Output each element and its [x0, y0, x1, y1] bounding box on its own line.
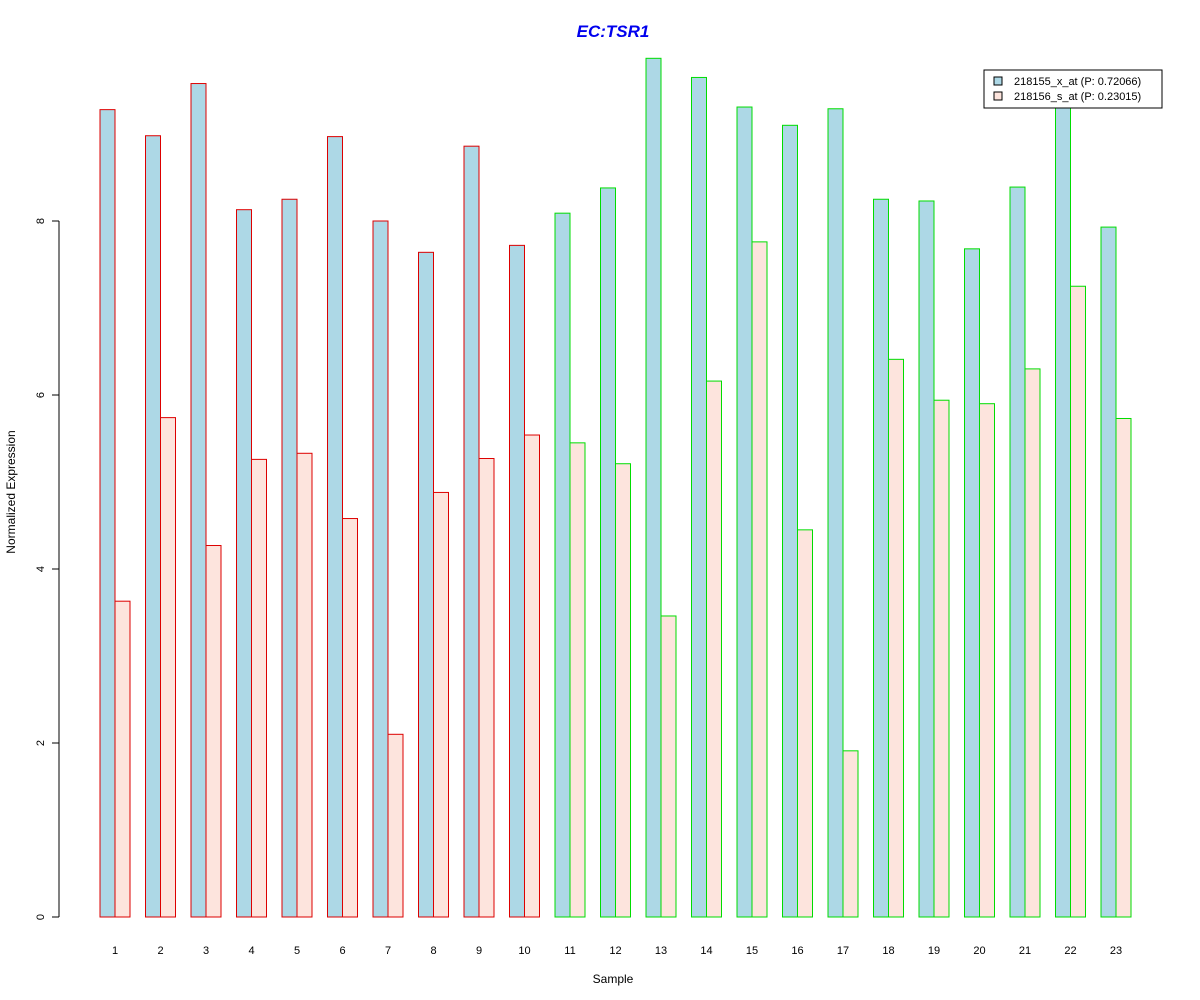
y-tick-label-8: 8: [35, 218, 47, 224]
bars-layer: [99, 57, 1132, 918]
x-tick-label-7: 7: [385, 945, 391, 957]
bar-sample-17-series-2: [842, 750, 859, 918]
bar-sample-18-series-2: [888, 358, 904, 918]
bar-sample-4-series-2: [251, 458, 267, 918]
legend-label-1: 218155_x_at (P: 0.72066): [1014, 76, 1141, 88]
chart-title: EC:TSR1: [577, 22, 650, 41]
bar-sample-15-series-2: [751, 241, 768, 918]
x-tick-label-20: 20: [973, 945, 985, 957]
x-axis-title: Sample: [593, 972, 634, 986]
legend-swatch-1: [993, 76, 1003, 86]
bar-sample-19-series-2: [933, 399, 950, 918]
bar-sample-20-series-2: [979, 403, 995, 918]
x-tick-label-23: 23: [1110, 945, 1122, 957]
bar-sample-7-series-2: [387, 733, 404, 918]
x-tick-label-18: 18: [882, 945, 894, 957]
bar-sample-11-series-1: [554, 212, 571, 918]
bar-sample-13-series-2: [660, 615, 677, 918]
bar-sample-1-series-1: [99, 109, 116, 918]
y-axis-title: Normalized Expression: [4, 430, 18, 553]
y-tick-label-4: 4: [35, 566, 47, 572]
x-tick-label-13: 13: [655, 945, 667, 957]
bar-sample-2-series-2: [160, 417, 176, 918]
bar-sample-17-series-1: [827, 108, 844, 918]
bar-sample-13-series-1: [645, 57, 662, 918]
bar-sample-10-series-2: [524, 434, 540, 918]
x-tick-label-15: 15: [746, 945, 758, 957]
x-tick-label-11: 11: [564, 945, 575, 957]
bar-sample-8-series-2: [433, 491, 449, 918]
bar-sample-21-series-2: [1024, 368, 1041, 918]
bar-sample-10-series-1: [509, 244, 525, 918]
x-tick-label-12: 12: [609, 945, 621, 957]
bar-sample-2-series-1: [145, 135, 161, 918]
bar-sample-5-series-1: [281, 198, 298, 918]
x-tick-label-1: 1: [112, 945, 118, 957]
y-tick-label-0: 0: [35, 914, 47, 920]
x-tick-label-3: 3: [203, 945, 209, 957]
bar-sample-4-series-1: [236, 209, 252, 918]
bar-sample-15-series-1: [736, 106, 753, 918]
bar-sample-9-series-2: [478, 458, 495, 918]
bar-sample-5-series-2: [296, 452, 313, 918]
bar-sample-23-series-1: [1100, 226, 1117, 918]
bar-sample-6-series-1: [327, 136, 343, 918]
x-tick-label-10: 10: [518, 945, 530, 957]
bar-sample-16-series-2: [797, 529, 813, 918]
bar-sample-22-series-2: [1070, 285, 1086, 918]
bar-sample-9-series-1: [463, 145, 480, 918]
bar-sample-14-series-1: [691, 76, 707, 918]
bar-sample-1-series-2: [114, 600, 131, 918]
legend-box: [983, 69, 1163, 109]
x-tick-label-16: 16: [791, 945, 803, 957]
x-tick-label-4: 4: [248, 945, 254, 957]
x-tick-label-2: 2: [157, 945, 163, 957]
x-axis-labels: 1 2 3 4 5 6 7 8 9 10 11 12 13 14 15 16 17 18 19 20 21 22 23: [112, 945, 1122, 957]
bar-sample-12-series-1: [600, 187, 616, 918]
bar-sample-23-series-2: [1115, 417, 1132, 918]
bar-sample-12-series-2: [615, 463, 631, 918]
y-axis: 0 2 4 6 8: [35, 218, 60, 920]
x-tick-label-21: 21: [1019, 945, 1031, 957]
bar-sample-21-series-1: [1009, 186, 1026, 918]
bar-sample-18-series-1: [873, 198, 889, 918]
x-tick-label-14: 14: [700, 945, 712, 957]
y-tick-label-2: 2: [35, 740, 47, 746]
legend-swatch-2: [993, 91, 1003, 101]
y-tick-label-6: 6: [35, 392, 47, 398]
bar-sample-22-series-1: [1055, 103, 1071, 918]
bar-sample-6-series-2: [342, 518, 358, 918]
x-tick-label-6: 6: [339, 945, 345, 957]
bar-sample-3-series-1: [190, 83, 207, 918]
x-tick-label-9: 9: [476, 945, 482, 957]
x-tick-label-17: 17: [837, 945, 849, 957]
bar-sample-8-series-1: [418, 251, 434, 918]
bar-sample-16-series-1: [782, 124, 798, 918]
x-tick-label-5: 5: [294, 945, 300, 957]
x-tick-label-22: 22: [1064, 945, 1076, 957]
legend-label-2: 218156_s_at (P: 0.23015): [1014, 91, 1141, 103]
bar-sample-7-series-1: [372, 220, 389, 918]
bar-sample-11-series-2: [569, 442, 586, 918]
x-tick-label-19: 19: [928, 945, 940, 957]
bar-sample-19-series-1: [918, 200, 935, 918]
bar-sample-3-series-2: [205, 545, 222, 918]
bar-sample-14-series-2: [706, 380, 722, 918]
legend: 218155_x_at (P: 0.72066) 218156_s_at (P:…: [983, 69, 1163, 109]
bar-sample-20-series-1: [964, 248, 980, 918]
x-tick-label-8: 8: [430, 945, 436, 957]
